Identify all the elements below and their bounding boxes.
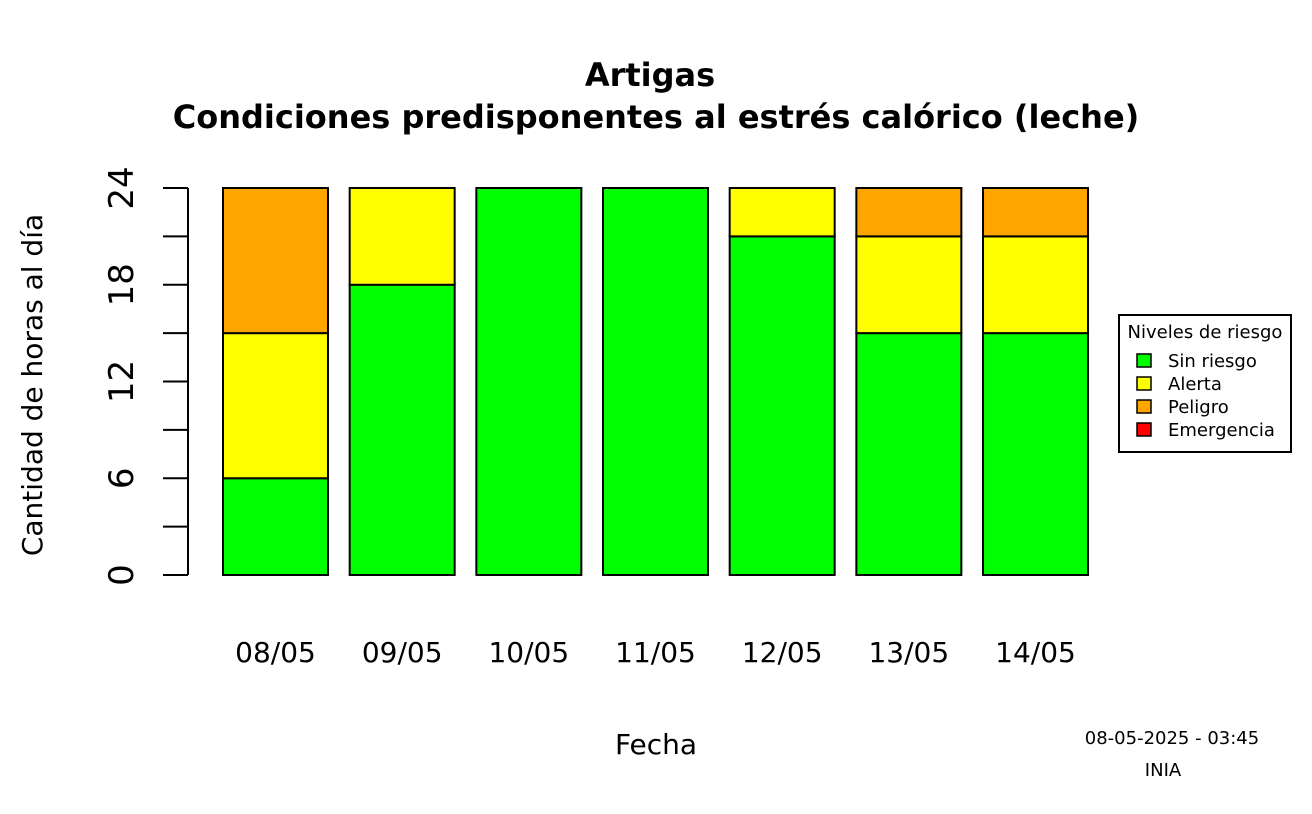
bars-group bbox=[222, 187, 1090, 576]
y-tick-label: 6 bbox=[102, 467, 142, 489]
y-axis-label: Cantidad de horas al día bbox=[16, 214, 49, 556]
legend-label: Alerta bbox=[1168, 374, 1222, 395]
x-tick-label: 13/05 bbox=[868, 636, 949, 669]
bar-segment-peligro bbox=[982, 187, 1090, 238]
legend-title: Niveles de riesgo bbox=[1128, 322, 1283, 343]
y-axis: 0 6 12 18 24 bbox=[102, 166, 189, 586]
bar-segment-sin-riesgo bbox=[602, 187, 710, 576]
legend-label: Peligro bbox=[1168, 397, 1229, 418]
y-tick-label: 12 bbox=[102, 360, 142, 403]
x-tick-label: 12/05 bbox=[742, 636, 823, 669]
chart-subtitle: Condiciones predisponentes al estrés cal… bbox=[173, 98, 1140, 136]
legend: Niveles de riesgo Sin riesgoAlertaPeligr… bbox=[1118, 314, 1292, 453]
bar-segment-sin-riesgo bbox=[982, 332, 1090, 576]
bar-segment-peligro bbox=[222, 187, 329, 335]
chart-title: Artigas bbox=[585, 56, 715, 94]
bar-segment-alerta bbox=[728, 187, 836, 238]
x-tick-label: 10/05 bbox=[488, 636, 569, 669]
bar-segment-sin-riesgo bbox=[222, 477, 329, 576]
bar-segment-alerta bbox=[855, 235, 963, 335]
y-tick-label: 18 bbox=[102, 263, 142, 306]
bar-segment-sin-riesgo bbox=[855, 332, 963, 576]
legend-swatch bbox=[1136, 399, 1152, 414]
x-tick-label: 08/05 bbox=[235, 636, 316, 669]
legend-swatch bbox=[1136, 376, 1152, 391]
bar-segment-sin-riesgo bbox=[728, 235, 836, 576]
x-tick-label: 09/05 bbox=[362, 636, 443, 669]
legend-swatch bbox=[1136, 353, 1152, 368]
bar-segment-sin-riesgo bbox=[475, 187, 583, 576]
legend-label: Sin riesgo bbox=[1168, 351, 1257, 372]
bar-segment-alerta bbox=[348, 187, 456, 286]
x-tick-label: 14/05 bbox=[995, 636, 1076, 669]
footer-timestamp: 08-05-2025 - 03:45 bbox=[1085, 728, 1259, 749]
bar-segment-alerta bbox=[982, 235, 1090, 335]
legend-swatch bbox=[1136, 422, 1152, 437]
x-tick-label: 11/05 bbox=[615, 636, 696, 669]
x-tick-labels: 08/05 09/05 10/05 11/05 12/05 13/05 14/05 bbox=[235, 636, 1076, 669]
bar-segment-alerta bbox=[222, 332, 329, 480]
y-tick-label: 24 bbox=[102, 166, 142, 209]
bar-segment-peligro bbox=[855, 187, 963, 238]
legend-label: Emergencia bbox=[1168, 420, 1275, 441]
bar-segment-sin-riesgo bbox=[348, 283, 456, 576]
footer-source: INIA bbox=[1145, 760, 1182, 781]
x-axis-label: Fecha bbox=[615, 728, 697, 761]
legend-box bbox=[1118, 314, 1292, 453]
y-tick-label: 0 bbox=[102, 564, 142, 586]
